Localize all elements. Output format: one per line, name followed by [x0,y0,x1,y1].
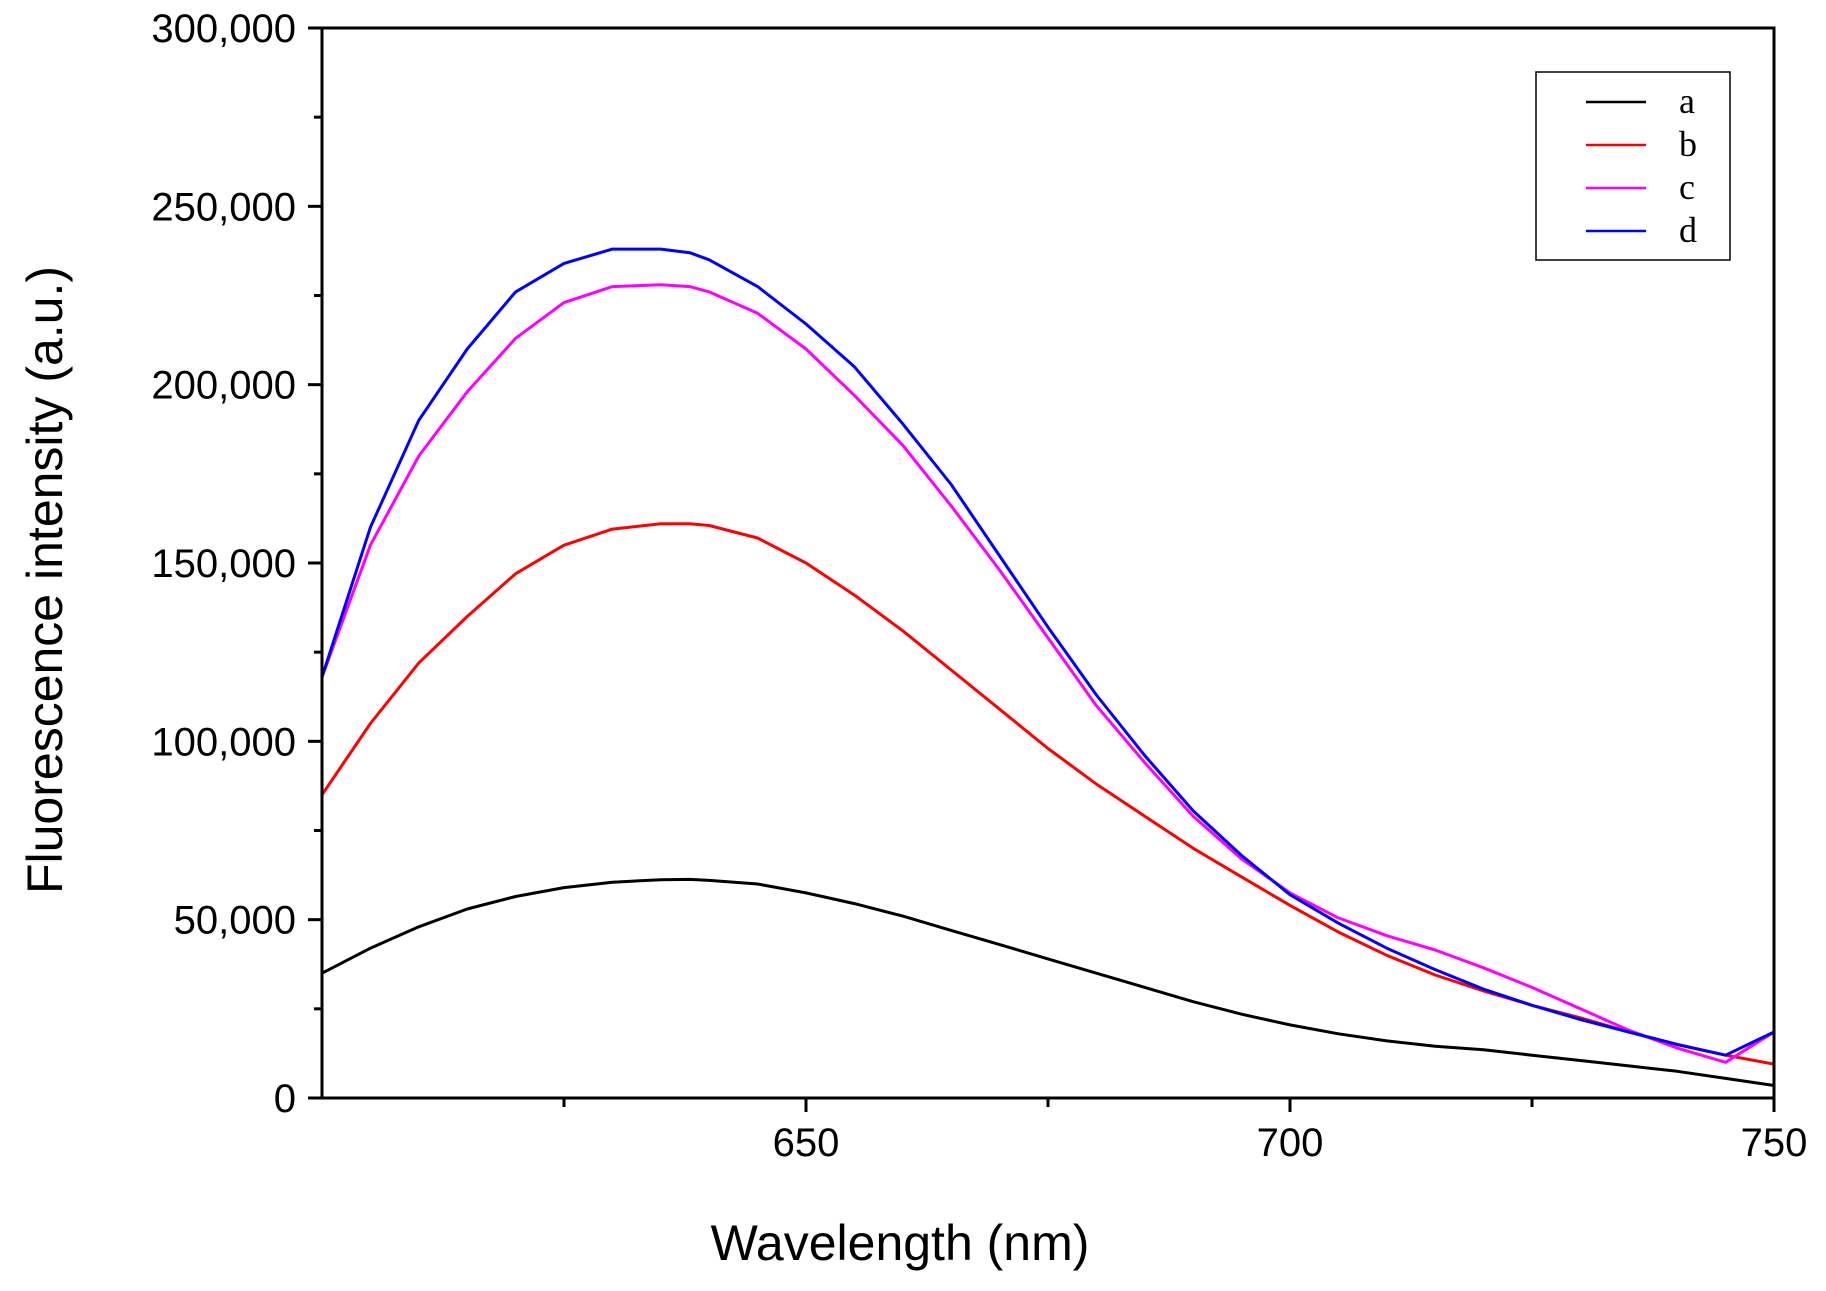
y-tick-label: 150,000 [151,542,296,586]
y-tick-label: 300,000 [151,7,296,51]
y-axis-title: Fluorescence intensity (a.u.) [17,266,73,894]
y-tick-label: 100,000 [151,720,296,764]
legend-label-d: d [1679,210,1697,250]
legend-label-b: b [1679,124,1697,164]
series-line-c [320,283,1775,1064]
y-tick-label: 200,000 [151,364,296,408]
series-line-d [320,247,1775,1057]
legend-label-a: a [1679,81,1695,121]
y-tick-label: 50,000 [174,899,296,943]
x-axis-title: Wavelength (nm) [711,1215,1090,1271]
x-tick-label: 750 [1741,1121,1808,1165]
series-line-b [320,522,1775,1066]
series-layer [320,247,1775,1087]
x-tick-label: 700 [1257,1121,1324,1165]
y-tick-label: 0 [274,1077,296,1121]
y-tick-label: 250,000 [151,185,296,229]
legend-box [1535,71,1731,261]
x-tick-label: 650 [773,1121,840,1165]
series-line-a [321,877,1775,1087]
ticks-layer: 0 50,000 100,000 150,000 200,000 250,000 300,0… [151,7,1807,1165]
legend-label-c: c [1679,167,1695,207]
